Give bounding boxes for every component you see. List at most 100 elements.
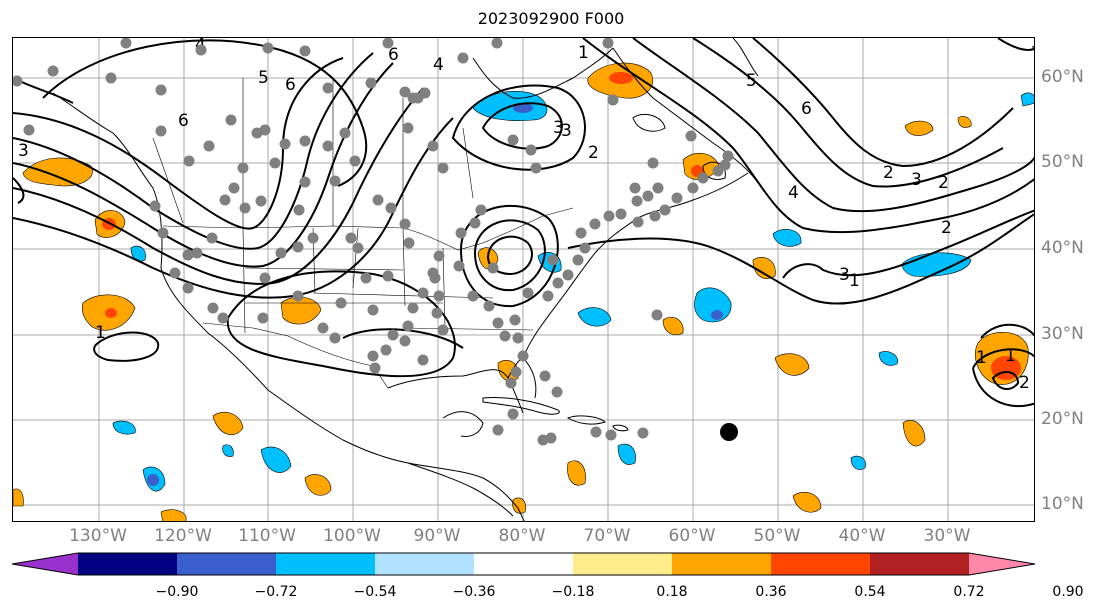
lon-label: 90°W (413, 526, 461, 546)
colorbar-segment (672, 553, 772, 575)
colorbar-tick-label: 0.18 (656, 584, 688, 600)
us-mexico-border (202, 322, 389, 389)
station-dot (525, 144, 537, 156)
strong-negative-areas (147, 103, 723, 486)
station-dot (417, 354, 429, 366)
contour-atlantic-ridge-2 (632, 38, 1034, 213)
contour-label: 6 (178, 111, 189, 131)
station-dot (505, 377, 517, 389)
station-dot (317, 322, 329, 334)
station-dot (255, 195, 267, 207)
anomaly-east-pacific-low (752, 256, 776, 280)
station-dot (403, 237, 415, 249)
station-dot (183, 155, 195, 167)
station-dot (602, 38, 614, 49)
station-dot (642, 190, 654, 202)
contour-label: 1 (95, 323, 106, 343)
tropical-center-marker (720, 423, 738, 441)
station-dot (262, 42, 274, 54)
station-dot (697, 172, 709, 184)
station-dot (149, 200, 161, 212)
hispaniola (566, 415, 606, 425)
contour-label: 6 (801, 99, 812, 119)
station-dot (607, 94, 619, 106)
contour-sw-us-ring (226, 270, 456, 378)
station-dot (652, 182, 664, 194)
station-dot (552, 277, 564, 289)
colorbar-tick-label: 0.72 (953, 584, 985, 600)
station-dot (206, 232, 218, 244)
station-dot (228, 182, 240, 194)
station-dot (399, 86, 411, 98)
station-dot (335, 297, 347, 309)
station-dot (23, 124, 35, 136)
station-dot (499, 330, 511, 342)
contour-label: 1 (1005, 346, 1016, 366)
contour-label: 1 (578, 43, 589, 63)
station-dot (647, 157, 659, 169)
station-dot (120, 38, 132, 49)
contour-label: 2 (938, 173, 949, 193)
station-dot (562, 269, 574, 281)
station-dot (105, 72, 117, 84)
station-dot (345, 232, 357, 244)
station-dot (217, 312, 229, 324)
station-dot (259, 272, 271, 284)
anomaly-caribbean (567, 460, 586, 486)
station-dot (427, 140, 439, 152)
contour-label: 2 (588, 143, 599, 163)
contour-label: 3 (839, 265, 850, 285)
station-dot (659, 204, 671, 216)
lat-label: 60°N (1041, 67, 1084, 87)
station-dot (367, 350, 379, 362)
station-dot (551, 386, 563, 398)
station-dot (47, 65, 59, 77)
station-dot (399, 335, 411, 347)
colorbar-segment (870, 553, 970, 575)
colorbar-tick-label: 0.36 (755, 584, 787, 600)
station-dot (547, 254, 559, 266)
contour-ohio-low-2 (473, 219, 546, 292)
greenland-edge (732, 38, 759, 77)
contour-label: 4 (433, 55, 444, 75)
colorbar-tick-label: 0.90 (1052, 584, 1084, 600)
anomaly-tropical-atl-2 (792, 492, 822, 513)
contour-label: 5 (746, 71, 757, 91)
contour-atlantic-ridge-1 (582, 38, 1034, 234)
station-dot (299, 45, 311, 57)
station-dot (195, 44, 207, 56)
station-markers (13, 38, 734, 446)
station-dot (387, 329, 399, 341)
station-dot (433, 290, 445, 302)
contour-north-ring (42, 39, 368, 187)
station-dot (299, 135, 311, 147)
contour-label: 3 (553, 118, 564, 138)
station-dot (631, 195, 643, 207)
station-dot (352, 242, 364, 254)
station-dot (685, 130, 697, 142)
colorbar-tick-label: −0.54 (353, 584, 397, 600)
contour-west-trough-4 (13, 87, 424, 285)
station-dot (407, 302, 419, 314)
station-dot (517, 350, 529, 362)
neg-caribbean-2 (850, 455, 866, 470)
contour-hudson-outer (451, 84, 586, 171)
strong-neg-atlantic (711, 310, 723, 320)
station-dot (279, 138, 291, 150)
station-dot (509, 314, 521, 326)
us-canada-border (162, 207, 574, 251)
neg-atlantic-2 (577, 307, 612, 327)
station-dot (367, 304, 379, 316)
strong-neg-pacific (147, 474, 159, 486)
station-dot (419, 87, 431, 99)
neg-east-pac-2 (260, 446, 292, 473)
contour-atlantic-ridge-4 (752, 38, 1014, 168)
contour-baja-ring (93, 331, 160, 362)
colorbar-segment (375, 553, 475, 575)
colorbar-segment (771, 553, 871, 575)
lon-label: 30°W (923, 526, 971, 546)
station-dot (651, 309, 663, 321)
colorbar-tick-label: −0.36 (452, 584, 496, 600)
station-dot (369, 362, 381, 374)
station-dot (322, 140, 334, 152)
